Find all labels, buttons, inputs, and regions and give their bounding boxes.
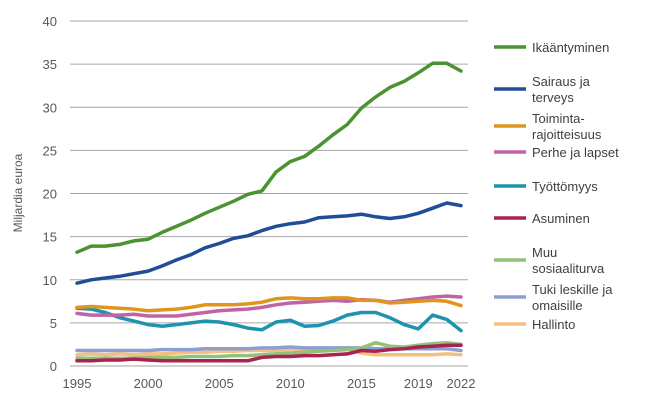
legend-label: Perhe ja lapset	[532, 145, 619, 160]
series-line-sairaus-ja-terveys	[75, 201, 463, 285]
y-tick-label: 5	[50, 316, 57, 331]
y-tick-label: 0	[50, 359, 57, 374]
x-tick-label: 2010	[276, 376, 305, 391]
y-tick-label: 35	[43, 57, 57, 72]
series-lines	[75, 61, 463, 363]
y-tick-label: 30	[43, 100, 57, 115]
legend-label: sosiaaliturva	[532, 261, 605, 276]
series-line-toiminta-rajoitteisuus	[75, 296, 463, 313]
x-axis-ticks: 1995 2000 2005 2010 2015 2019 2022	[63, 376, 476, 391]
legend-label: Asuminen	[532, 211, 590, 226]
legend-label: terveys	[532, 90, 574, 105]
legend-item: Ikääntyminen	[494, 40, 609, 55]
legend-label: omaisille	[532, 298, 583, 313]
legend-item: Toiminta-rajoitteisuus	[494, 111, 602, 142]
legend-label: Ikääntyminen	[532, 40, 609, 55]
x-tick-label: 2005	[205, 376, 234, 391]
y-axis-label: Miljardia euroa	[11, 153, 25, 232]
x-tick-label: 2022	[447, 376, 476, 391]
y-tick-label: 20	[43, 187, 57, 202]
x-tick-label: 2000	[134, 376, 163, 391]
legend-label: Muu	[532, 245, 557, 260]
x-tick-label: 2015	[347, 376, 376, 391]
x-tick-label: 2019	[404, 376, 433, 391]
legend-item: Perhe ja lapset	[494, 145, 619, 160]
legend-label: Toiminta-	[532, 111, 585, 126]
series-line-hallinto	[75, 347, 463, 357]
y-tick-label: 10	[43, 273, 57, 288]
series-line-asuminen	[75, 343, 463, 363]
y-tick-label: 40	[43, 14, 57, 29]
y-tick-label: 15	[43, 230, 57, 245]
legend-label: Sairaus ja	[532, 74, 591, 89]
x-tick-label: 1995	[63, 376, 92, 391]
legend-item: Asuminen	[494, 211, 590, 226]
series-line-ikääntyminen	[75, 61, 463, 254]
y-tick-label: 25	[43, 143, 57, 158]
y-axis-ticks: 0 5 10 15 20 25 30 35 40	[43, 14, 57, 374]
legend-item: Työttömyys	[494, 179, 598, 194]
legend-label: Tuki leskille ja	[532, 282, 613, 297]
series-line-työttömyys	[75, 306, 463, 333]
legend-label: rajoitteisuus	[532, 127, 602, 142]
legend-label: Työttömyys	[532, 179, 598, 194]
legend-label: Hallinto	[532, 317, 575, 332]
legend-item: Hallinto	[494, 317, 575, 332]
